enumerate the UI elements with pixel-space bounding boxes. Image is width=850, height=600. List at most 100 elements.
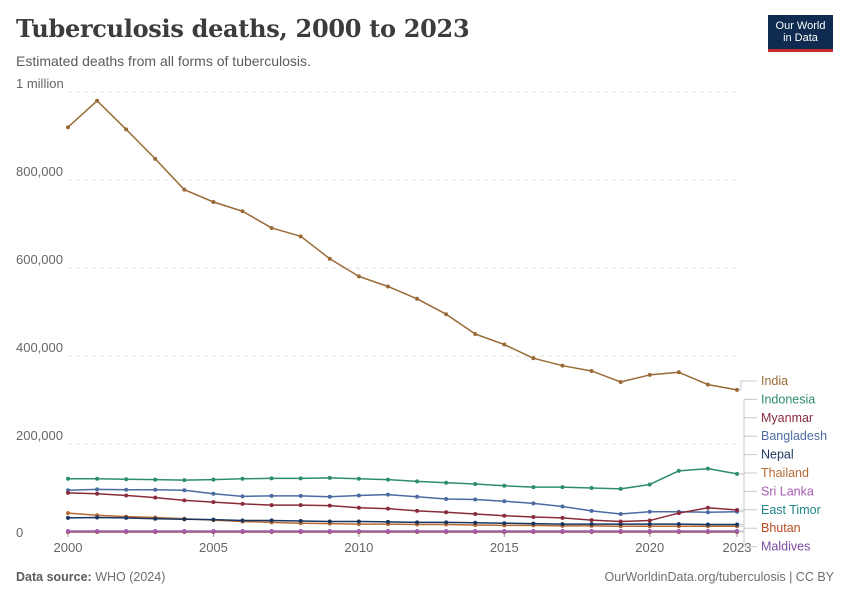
data-point: [415, 520, 420, 525]
data-point: [269, 503, 274, 508]
data-point: [182, 187, 187, 192]
data-point: [124, 515, 129, 520]
legend-label: East Timor: [761, 503, 821, 517]
data-point: [182, 478, 187, 483]
data-point: [327, 503, 332, 508]
data-point: [240, 476, 245, 481]
data-point: [124, 493, 129, 498]
data-point: [240, 501, 245, 506]
data-point: [66, 529, 70, 534]
data-point: [676, 529, 681, 534]
legend-connector: [739, 380, 757, 391]
data-point: [153, 516, 158, 521]
data-point: [676, 370, 681, 375]
data-point: [589, 368, 594, 373]
data-point: [327, 256, 332, 261]
data-point: [211, 529, 216, 534]
data-point: [618, 511, 623, 516]
y-tick-label: 800,000: [16, 164, 63, 179]
data-point: [66, 515, 70, 520]
data-point: [502, 529, 507, 534]
footer-source: Data source: WHO (2024): [16, 570, 165, 584]
data-point: [356, 519, 361, 524]
data-point: [211, 517, 216, 522]
data-point: [385, 492, 390, 497]
data-point: [735, 522, 739, 527]
data-point: [647, 372, 652, 377]
data-point: [356, 493, 361, 498]
x-tick-label: 2010: [344, 540, 373, 555]
legend: India Indonesia Myanmar Bangladesh Nepal Thai…: [739, 374, 827, 554]
legend-label: Bangladesh: [761, 429, 827, 443]
data-point: [298, 503, 303, 508]
data-point: [618, 519, 623, 524]
data-point: [95, 98, 100, 103]
y-tick-label: 400,000: [16, 340, 63, 355]
data-point: [473, 520, 478, 525]
source-value[interactable]: WHO (2024): [95, 570, 166, 584]
y-axis: 0 200,000 400,000 600,000 800,000 1 million: [16, 76, 64, 540]
data-point: [647, 482, 652, 487]
legend-connector: [739, 417, 757, 511]
series-line: [67, 100, 738, 391]
chart-subtitle: Estimated deaths from all forms of tuber…: [16, 53, 311, 69]
chart-title: Tuberculosis deaths, 2000 to 2023: [16, 14, 470, 43]
legend-label: Indonesia: [761, 392, 815, 406]
legend-label: Nepal: [761, 448, 794, 462]
data-point: [327, 475, 332, 480]
data-point: [95, 529, 100, 534]
data-point: [705, 382, 710, 387]
owid-logo[interactable]: Our World in Data: [768, 15, 833, 52]
data-point: [502, 513, 507, 518]
grid-lines: [68, 91, 737, 533]
data-point: [298, 476, 303, 481]
data-point: [705, 522, 710, 527]
data-point: [182, 529, 187, 534]
data-point: [95, 476, 100, 481]
data-point: [473, 497, 478, 502]
data-point: [415, 508, 420, 513]
data-point: [211, 500, 216, 505]
data-point: [676, 511, 681, 516]
data-point: [356, 529, 361, 534]
y-tick-label: 1 million: [16, 76, 64, 91]
data-point: [560, 515, 565, 520]
data-point: [153, 495, 158, 500]
data-point: [356, 274, 361, 279]
data-point: [211, 200, 216, 204]
data-point: [385, 284, 390, 289]
data-point: [618, 529, 623, 534]
data-point: [531, 485, 536, 490]
data-point: [647, 522, 652, 527]
data-point: [618, 486, 623, 491]
legend-connector: [739, 509, 757, 532]
data-point: [356, 505, 361, 510]
data-point: [473, 332, 478, 336]
series-lines: [66, 98, 739, 534]
footer-url[interactable]: OurWorldinData.org/tuberculosis | CC BY: [604, 570, 835, 584]
data-point: [473, 529, 478, 534]
data-point: [531, 356, 536, 361]
data-point: [444, 312, 449, 317]
data-point: [124, 487, 129, 492]
data-point: [705, 529, 710, 534]
data-point: [502, 342, 507, 347]
data-point: [676, 522, 681, 527]
legend-label: Maldives: [761, 540, 810, 554]
data-point: [735, 387, 739, 392]
data-point: [735, 471, 739, 476]
data-point: [298, 519, 303, 523]
data-point: [647, 518, 652, 523]
data-point: [269, 476, 274, 481]
data-point: [531, 521, 536, 526]
legend-label: Thailand: [761, 466, 809, 480]
data-point: [124, 529, 129, 534]
data-point: [269, 225, 274, 230]
data-point: [182, 517, 187, 522]
data-point: [589, 529, 594, 534]
data-point: [502, 521, 507, 526]
data-point: [66, 125, 70, 130]
data-point: [153, 156, 158, 161]
data-point: [415, 479, 420, 484]
